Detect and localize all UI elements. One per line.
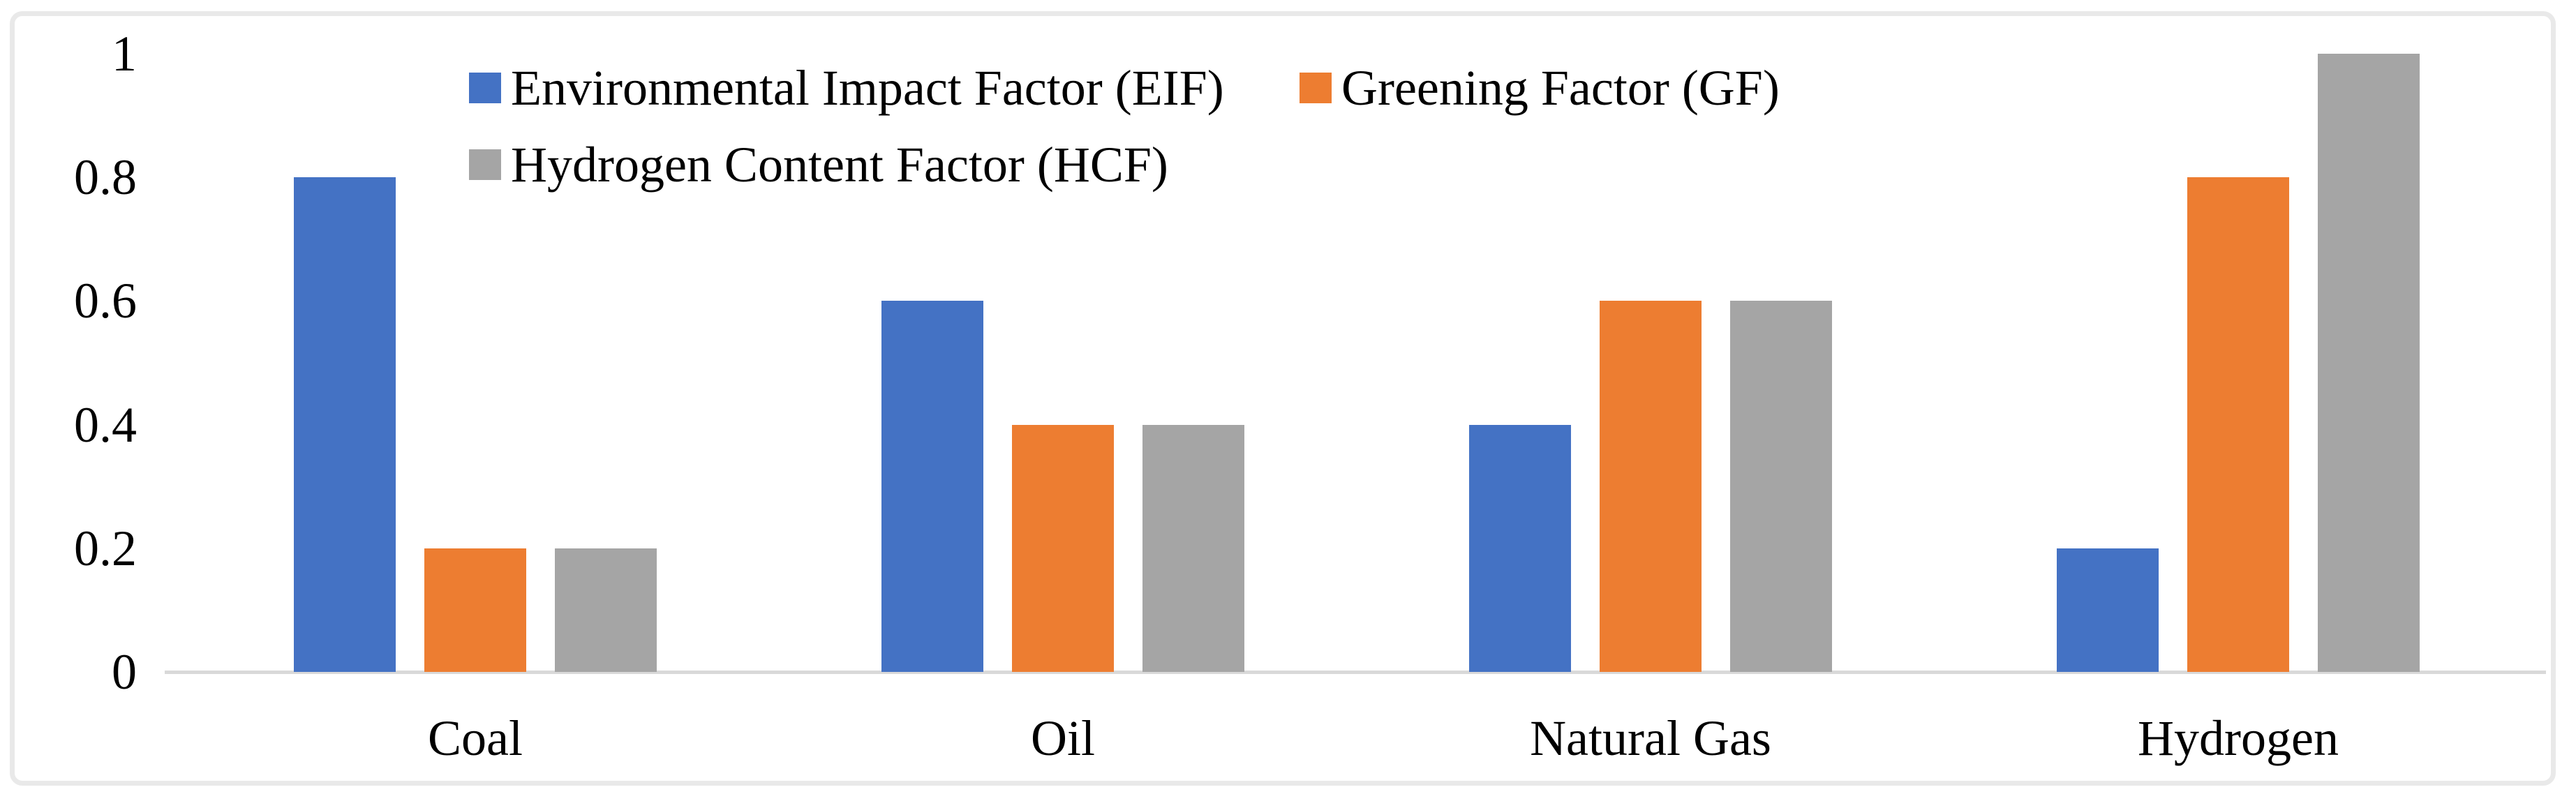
x-axis-category-label-natural-gas: Natural Gas bbox=[1530, 710, 1771, 766]
bar-hydrogen-hydrogen-content-factor-hcf bbox=[2318, 54, 2420, 672]
bar-oil-hydrogen-content-factor-hcf bbox=[1142, 424, 1244, 672]
bar-hydrogen-environmental-impact-factor-eif bbox=[2057, 548, 2159, 672]
legend-entry-greening-factor-gf: Greening Factor (GF) bbox=[1300, 63, 1780, 113]
bar-oil-environmental-impact-factor-eif bbox=[881, 301, 983, 672]
x-axis-line bbox=[165, 671, 2546, 674]
x-axis-category-label-oil: Oil bbox=[1030, 710, 1096, 766]
y-axis-tick-label-1: 1 bbox=[112, 26, 137, 82]
x-axis-category-label-hydrogen: Hydrogen bbox=[2138, 710, 2339, 766]
y-axis-tick-label-0.6: 0.6 bbox=[74, 273, 137, 329]
bar-coal-greening-factor-gf bbox=[424, 548, 526, 672]
y-axis-tick-label-0.4: 0.4 bbox=[74, 396, 137, 453]
legend-label: Greening Factor (GF) bbox=[1341, 60, 1780, 116]
legend-label: Environmental Impact Factor (EIF) bbox=[511, 60, 1224, 116]
y-axis-tick-label-0.8: 0.8 bbox=[74, 149, 137, 206]
y-axis-tick-label-0.2: 0.2 bbox=[74, 520, 137, 576]
bar-natural-gas-greening-factor-gf bbox=[1600, 301, 1702, 672]
legend-entry-hydrogen-content-factor-hcf: Hydrogen Content Factor (HCF) bbox=[469, 140, 1168, 190]
legend-swatch-icon bbox=[469, 149, 501, 180]
bar-hydrogen-greening-factor-gf bbox=[2187, 177, 2289, 672]
bar-coal-hydrogen-content-factor-hcf bbox=[555, 548, 657, 672]
legend-swatch-icon bbox=[1300, 73, 1332, 103]
bar-oil-greening-factor-gf bbox=[1012, 424, 1114, 672]
bar-coal-environmental-impact-factor-eif bbox=[294, 177, 396, 672]
y-axis-tick-label-0: 0 bbox=[112, 644, 137, 700]
bar-natural-gas-hydrogen-content-factor-hcf bbox=[1730, 301, 1832, 672]
legend-label: Hydrogen Content Factor (HCF) bbox=[511, 137, 1168, 193]
bar-natural-gas-environmental-impact-factor-eif bbox=[1469, 424, 1571, 672]
legend-swatch-icon bbox=[469, 73, 501, 103]
x-axis-category-label-coal: Coal bbox=[428, 710, 523, 766]
legend-entry-environmental-impact-factor-eif: Environmental Impact Factor (EIF) bbox=[469, 63, 1224, 113]
